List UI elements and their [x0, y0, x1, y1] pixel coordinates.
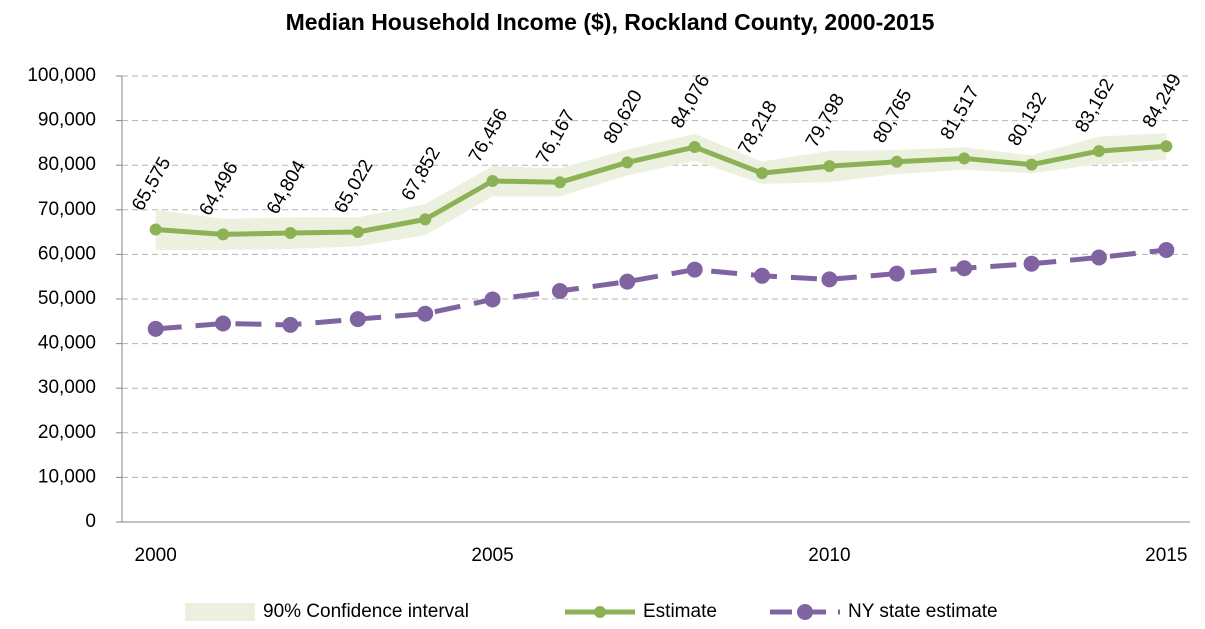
chart-title: Median Household Income ($), Rockland Co… — [286, 9, 935, 35]
data-label: 80,132 — [1004, 89, 1051, 150]
marker — [147, 320, 164, 337]
data-label: 84,249 — [1139, 70, 1186, 131]
marker — [686, 261, 703, 278]
marker — [1025, 158, 1038, 171]
data-label: 67,852 — [398, 144, 445, 205]
marker — [553, 176, 566, 189]
marker — [149, 223, 162, 236]
data-label: 83,162 — [1071, 75, 1118, 136]
data-label: 78,218 — [735, 97, 782, 158]
data-label: 64,804 — [263, 157, 310, 218]
legend-swatch — [185, 603, 255, 621]
marker — [551, 282, 568, 299]
y-tick-label: 20,000 — [38, 422, 96, 443]
marker — [484, 291, 501, 308]
y-tick-label: 0 — [85, 511, 96, 532]
legend-label: Estimate — [643, 601, 717, 622]
x-tick-label: 2010 — [808, 545, 850, 566]
marker — [215, 315, 232, 332]
series-line — [155, 143, 1167, 237]
marker — [1092, 145, 1105, 158]
marker — [688, 141, 701, 154]
x-tick-label: 2000 — [135, 545, 177, 566]
marker — [217, 228, 230, 241]
series-line — [155, 247, 1167, 332]
y-tick-label: 40,000 — [38, 333, 96, 354]
y-tick-label: 70,000 — [38, 199, 96, 220]
data-label: 81,517 — [937, 83, 984, 144]
y-tick-label: 80,000 — [38, 154, 96, 175]
legend-marker — [594, 606, 606, 618]
marker — [821, 271, 838, 288]
data-label: 80,765 — [869, 86, 916, 147]
legend-label: 90% Confidence interval — [263, 601, 469, 622]
marker — [754, 267, 771, 284]
marker — [419, 213, 432, 226]
marker — [956, 260, 973, 277]
marker — [888, 265, 905, 282]
marker — [823, 160, 836, 173]
y-tick-label: 100,000 — [27, 65, 96, 86]
legend-label: NY state estimate — [848, 601, 998, 622]
x-tick-label: 2005 — [471, 545, 513, 566]
marker — [958, 152, 971, 165]
data-label: 84,076 — [667, 71, 714, 132]
marker — [349, 311, 366, 328]
y-tick-label: 30,000 — [38, 377, 96, 398]
data-label: 65,575 — [128, 154, 175, 215]
marker — [1023, 255, 1040, 272]
x-tick-label: 2015 — [1145, 545, 1187, 566]
marker — [1090, 249, 1107, 266]
data-label: 76,456 — [465, 105, 512, 166]
marker — [621, 156, 634, 169]
marker — [417, 305, 434, 322]
legend-marker — [797, 604, 813, 620]
y-tick-label: 90,000 — [38, 110, 96, 131]
marker — [284, 226, 297, 239]
y-tick-label: 10,000 — [38, 466, 96, 487]
marker — [351, 226, 364, 239]
marker — [619, 273, 636, 290]
marker — [486, 175, 499, 188]
marker — [890, 155, 903, 168]
marker — [1158, 241, 1175, 258]
y-tick-label: 50,000 — [38, 288, 96, 309]
marker — [756, 167, 769, 180]
y-tick-label: 60,000 — [38, 243, 96, 264]
marker — [282, 316, 299, 333]
marker — [1160, 140, 1173, 153]
data-label: 76,167 — [532, 106, 579, 167]
data-label: 80,620 — [600, 87, 647, 148]
